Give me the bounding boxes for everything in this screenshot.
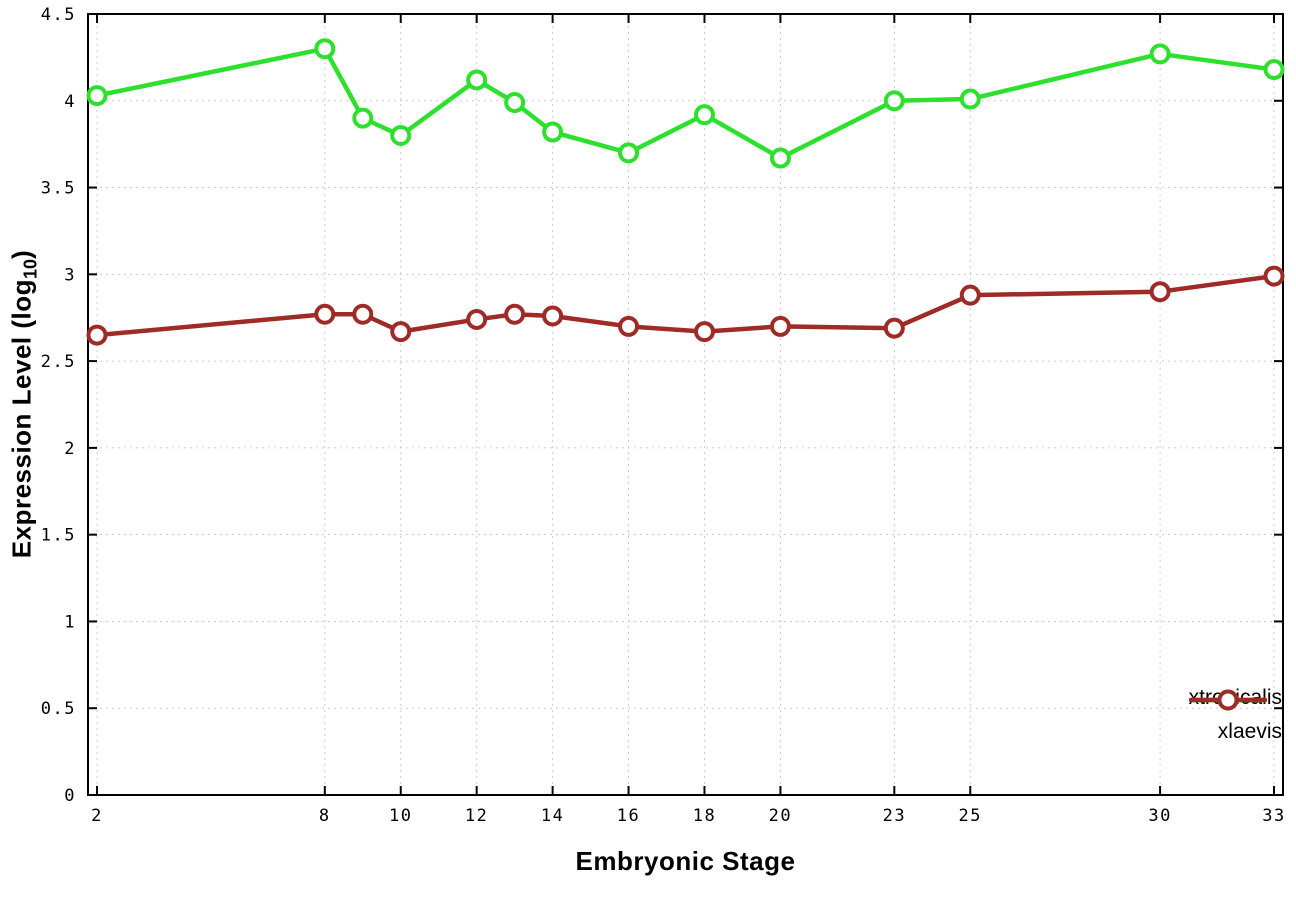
data-point-xtropicalis — [883, 90, 905, 112]
data-point-xtropicalis — [1263, 59, 1285, 81]
data-point-xlaevis — [769, 315, 791, 337]
x-tick-label: 12 — [465, 806, 488, 826]
x-tick-label: 20 — [769, 806, 792, 826]
data-point-xlaevis — [1149, 281, 1171, 303]
data-point-xtropicalis — [542, 121, 564, 143]
y-tick-label: 3 — [64, 265, 76, 285]
y-tick-label: 0.5 — [41, 699, 76, 719]
data-point-xtropicalis — [959, 88, 981, 110]
y-axis-title-close: ) — [6, 249, 37, 259]
data-point-xtropicalis — [314, 38, 336, 60]
data-point-xlaevis — [466, 308, 488, 330]
y-tick-label: 1 — [64, 612, 76, 632]
x-axis-title: Embryonic Stage — [575, 846, 796, 876]
data-point-xlaevis — [504, 303, 526, 325]
data-point-xtropicalis — [466, 69, 488, 91]
x-tick-label: 25 — [959, 806, 982, 826]
data-point-xlaevis — [86, 324, 108, 346]
data-point-xtropicalis — [769, 147, 791, 169]
data-point-xlaevis — [883, 317, 905, 339]
data-point-xtropicalis — [504, 92, 526, 114]
y-axis-title-text: Expression Level (log — [6, 278, 37, 559]
x-tick-label: 8 — [319, 806, 331, 826]
legend-point-xlaevis — [1217, 689, 1239, 711]
x-tick-label: 14 — [541, 806, 564, 826]
x-tick-label: 18 — [693, 806, 716, 826]
data-point-xlaevis — [618, 315, 640, 337]
data-point-xlaevis — [542, 305, 564, 327]
data-point-xtropicalis — [352, 107, 374, 129]
data-point-xlaevis — [959, 284, 981, 306]
x-tick-label: 23 — [883, 806, 906, 826]
y-tick-label: 0 — [64, 786, 76, 806]
data-point-xlaevis — [314, 303, 336, 325]
legend-label-xlaevis: xlaevis — [1217, 720, 1282, 743]
data-point-xlaevis — [352, 303, 374, 325]
x-tick-label: 2 — [91, 806, 103, 826]
data-point-xtropicalis — [86, 85, 108, 107]
data-point-xlaevis — [693, 321, 715, 343]
series-line-xlaevis — [94, 273, 1277, 338]
y-tick-label: 4.5 — [41, 5, 76, 25]
y-tick-label: 2.5 — [41, 352, 76, 372]
x-tick-label: 30 — [1148, 806, 1171, 826]
data-point-xlaevis — [1263, 265, 1285, 287]
data-point-xtropicalis — [390, 124, 412, 146]
y-axis-title-subscript: 10 — [20, 258, 41, 279]
x-tick-label: 16 — [617, 806, 640, 826]
y-tick-label: 1.5 — [41, 526, 76, 546]
legend-item-xlaevis: xlaevis — [1188, 689, 1282, 744]
legend: xtropicalis xlaevis — [1188, 686, 1282, 744]
x-tick-label: 10 — [389, 806, 412, 826]
y-tick-label: 3.5 — [41, 179, 76, 199]
data-point-xlaevis — [390, 321, 412, 343]
y-axis-title: Expression Level (log10) — [6, 249, 41, 559]
y-tick-label: 4 — [64, 92, 76, 112]
series-line-xtropicalis — [94, 46, 1277, 161]
x-tick-label: 33 — [1262, 806, 1285, 826]
data-point-xtropicalis — [618, 142, 640, 164]
plot-border — [87, 13, 1284, 796]
legend-marker-xlaevis — [1188, 689, 1267, 711]
y-tick-label: 2 — [64, 439, 76, 459]
data-point-xtropicalis — [1149, 43, 1171, 65]
data-point-xtropicalis — [693, 104, 715, 126]
